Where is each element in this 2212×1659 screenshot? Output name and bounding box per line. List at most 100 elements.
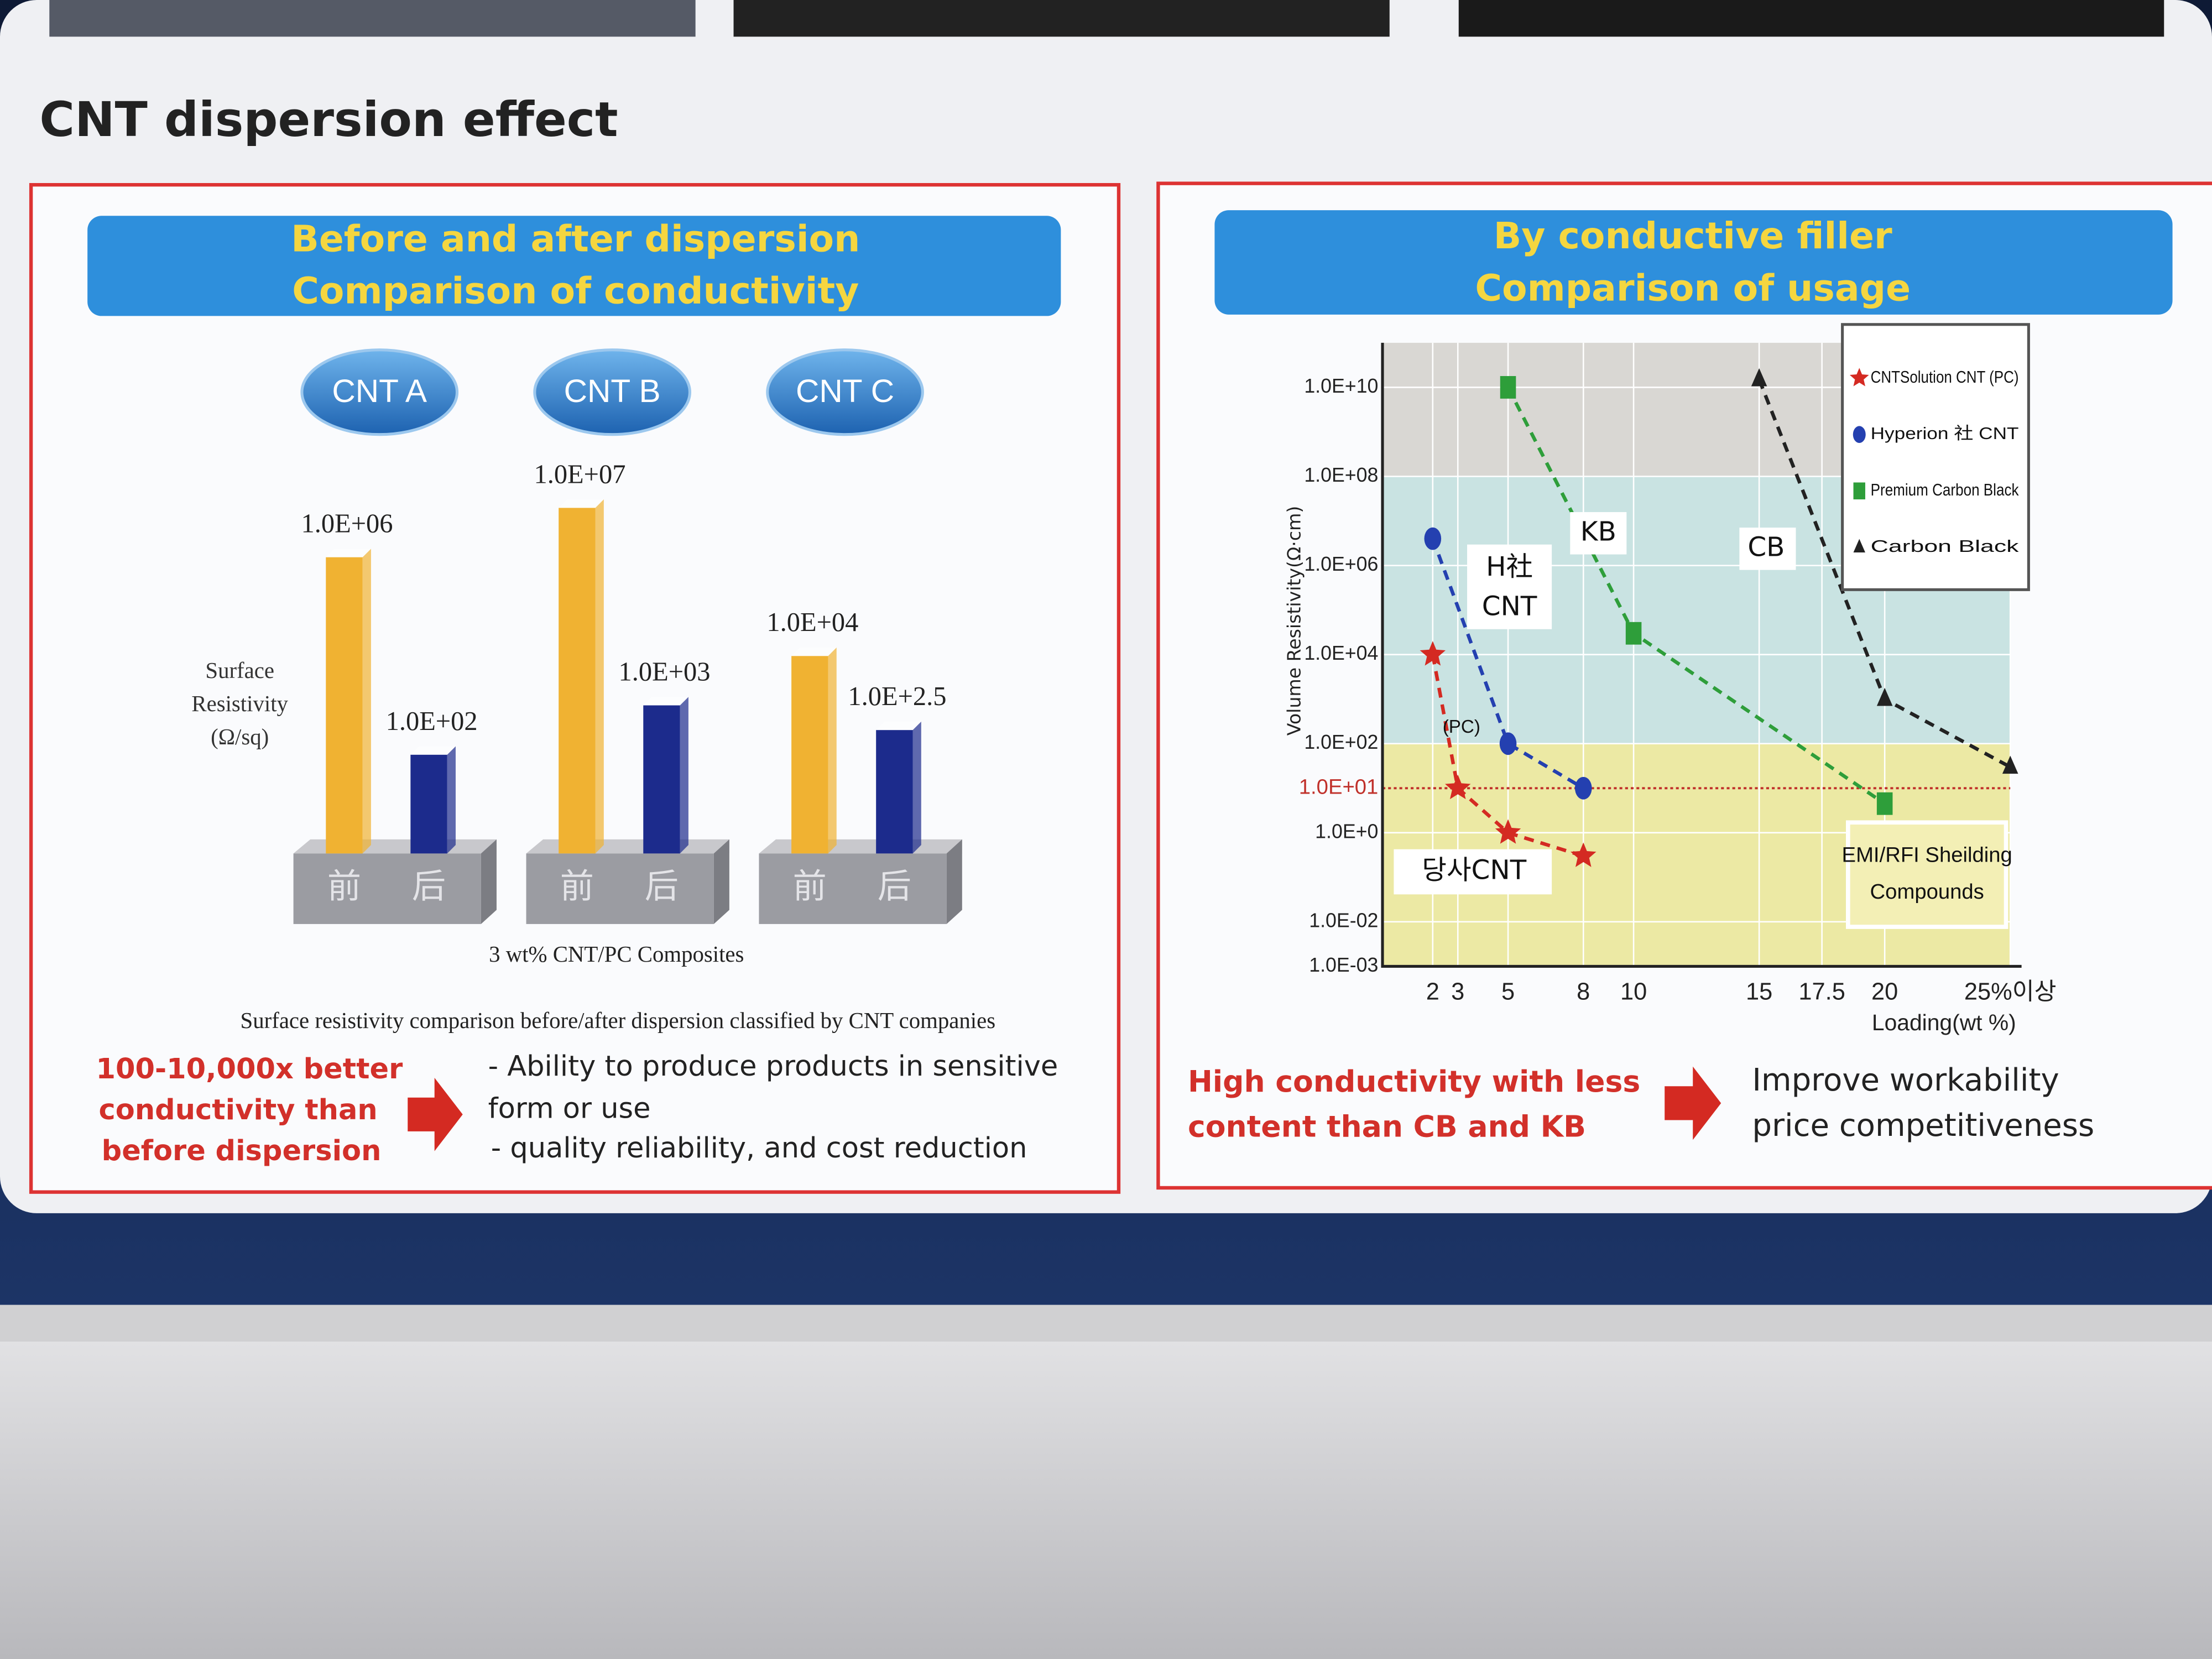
- y-axis-label: Resistivity: [191, 691, 288, 716]
- bar-side: [447, 746, 456, 854]
- series-line: [1431, 538, 1584, 790]
- annotation-box: [1739, 528, 1796, 570]
- benefit: - Ability to produce products in sensiti…: [488, 1050, 1058, 1083]
- benefit: Improve workability: [1752, 1062, 2059, 1098]
- base: [293, 853, 481, 924]
- y-tick-label: 1.0E+0: [1315, 820, 1378, 842]
- y-axis-label: Volume Resistivity(Ω·cm): [1283, 506, 1305, 736]
- legend-label: Premium Carbon Black: [1871, 481, 2019, 499]
- y-tick-label: 1.0E-02: [1309, 909, 1378, 931]
- y-tick-label: 1.0E+10: [1304, 375, 1378, 397]
- rail-edge: [0, 1305, 2212, 1342]
- bar-top: [559, 499, 604, 508]
- bar: [410, 754, 447, 854]
- photo-strip: [49, 0, 696, 37]
- value-label: 1.0E+06: [301, 509, 393, 539]
- category-label: CNT A: [332, 373, 427, 409]
- category-oval: [766, 348, 924, 436]
- left-header: [87, 216, 1061, 316]
- bar: [791, 656, 828, 854]
- reference-label: 1.0E+01: [1299, 775, 1379, 799]
- conclusion: 100-10,000x better: [96, 1053, 403, 1086]
- y-tick-label: 1.0E-03: [1309, 954, 1378, 976]
- value-label: 1.0E+07: [534, 460, 625, 489]
- base-top: [526, 839, 729, 854]
- y-axis-label: Surface: [205, 658, 274, 683]
- category-label: CNT C: [796, 373, 894, 409]
- x-axis-label: Loading(wt %): [1872, 1010, 2016, 1035]
- series-label: 后: [412, 867, 446, 906]
- base-side: [481, 839, 497, 924]
- marker: [1499, 732, 1517, 755]
- x-tick-label: 25%이상: [1964, 978, 2057, 1005]
- bar-side: [912, 721, 921, 854]
- frame-rail: [0, 1305, 2212, 1659]
- legend-box: [1841, 323, 2030, 591]
- annotation-box: [1846, 820, 2008, 929]
- base-top: [759, 839, 962, 854]
- marker: [1876, 687, 1893, 706]
- bar-top: [410, 746, 456, 755]
- benefit: form or use: [488, 1093, 651, 1125]
- marker: [1876, 792, 1893, 815]
- y-axis-label: (Ω/sq): [211, 724, 269, 749]
- marker: [1574, 776, 1592, 800]
- marker: [1420, 641, 1446, 666]
- category-label: CNT B: [564, 373, 661, 409]
- x-tick-label: 2: [1426, 978, 1439, 1005]
- bar-side: [362, 549, 371, 854]
- marker: [1853, 539, 1865, 552]
- annotation: (PC): [1443, 717, 1480, 737]
- marker: [1571, 842, 1597, 867]
- bar-top: [876, 721, 921, 731]
- marker: [1849, 368, 1869, 387]
- conclusion: conductivity than: [99, 1094, 378, 1126]
- header-text: Comparison of usage: [1475, 267, 1911, 310]
- value-label: 1.0E+04: [766, 608, 858, 637]
- marker: [1853, 482, 1865, 500]
- base-side: [946, 839, 962, 924]
- bar-top: [326, 549, 371, 557]
- series-label: 后: [645, 867, 679, 906]
- x-tick-label: 8: [1577, 978, 1590, 1005]
- series-label: 前: [560, 867, 594, 906]
- header-text: By conductive filler: [1494, 214, 1892, 257]
- x-tick-label: 5: [1501, 978, 1515, 1005]
- series-line: [1431, 654, 1584, 858]
- annotation: CNT: [1482, 591, 1537, 622]
- bar-top: [791, 647, 837, 656]
- x-tick-label: 10: [1620, 978, 1647, 1005]
- category-oval: [533, 348, 691, 436]
- arrow: [1665, 1066, 1721, 1140]
- marker: [1853, 426, 1866, 444]
- base-side: [713, 839, 729, 924]
- series-label: 前: [327, 867, 361, 906]
- conclusion: High conductivity with less: [1188, 1064, 1640, 1099]
- base-top: [293, 839, 497, 854]
- series-label: 后: [878, 867, 911, 906]
- marker: [1445, 774, 1471, 800]
- value-label: 1.0E+03: [619, 658, 711, 687]
- y-tick-label: 1.0E+04: [1304, 642, 1378, 664]
- caption: Surface resistivity comparison before/af…: [241, 1008, 996, 1033]
- marker: [2002, 755, 2018, 774]
- annotation: H社: [1486, 551, 1533, 582]
- arrow: [408, 1077, 463, 1151]
- photo-strip: [733, 0, 1390, 37]
- conclusion: content than CB and KB: [1188, 1109, 1586, 1144]
- benefit: - quality reliability, and cost reductio…: [491, 1132, 1027, 1165]
- photo-strip: [1458, 0, 2164, 37]
- y-tick-label: 1.0E+02: [1304, 731, 1378, 753]
- legend-label: Carbon Black: [1871, 537, 2020, 556]
- annotation: CB: [1747, 531, 1785, 562]
- marker: [1751, 368, 1767, 387]
- marker: [1495, 819, 1521, 844]
- x-tick-label: 20: [1871, 978, 1898, 1005]
- annotation: EMI/RFI Sheilding: [1842, 843, 2012, 867]
- header-text: Before and after dispersion: [291, 217, 860, 260]
- header-text: Comparison of conductivity: [292, 269, 859, 312]
- annotation-box: [1467, 544, 1552, 629]
- category-oval: [300, 348, 459, 436]
- annotation: 당사CNT: [1422, 855, 1526, 886]
- x-tick-label: 17.5: [1798, 978, 1845, 1005]
